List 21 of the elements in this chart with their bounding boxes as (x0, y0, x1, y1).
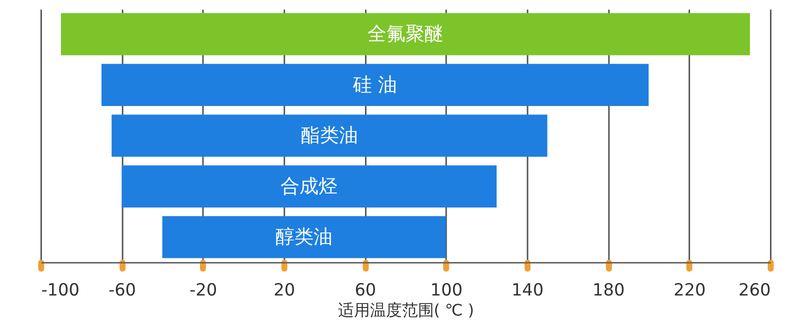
x-tick-label: -60 (108, 279, 136, 300)
bar (60, 13, 750, 56)
bar (112, 114, 548, 157)
bar (162, 216, 446, 258)
bar (122, 165, 497, 208)
x-tick-label: -100 (41, 279, 80, 300)
x-tick-label: -20 (190, 279, 218, 300)
y-tick-label: 全氟聚醚 (367, 24, 444, 46)
bar (101, 64, 649, 106)
x-tick-label: 20 (274, 279, 296, 300)
y-tick-label: 酯类油 (300, 126, 358, 147)
y-tick-label: 硅 油 (352, 74, 398, 96)
x-tick-label: 100 (430, 279, 463, 300)
y-tick-label: 醇类油 (276, 227, 333, 248)
x-tick-label: 260 (738, 279, 771, 300)
x-tick-label: 60 (354, 279, 376, 300)
y-tick-label: 合成烃 (280, 176, 338, 198)
x-tick-label: 220 (674, 279, 706, 300)
x-tick-label: 140 (511, 279, 544, 300)
x-tick-label: 180 (592, 279, 625, 300)
x-axis-title: 适用温度范围( ℃ ) (338, 300, 474, 320)
